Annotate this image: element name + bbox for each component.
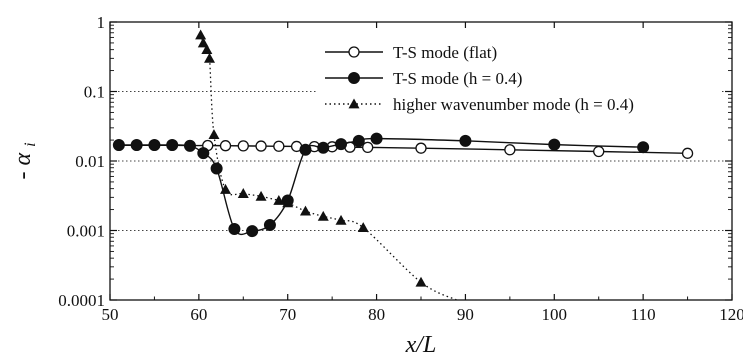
ticks	[109, 21, 733, 301]
y-tick-label-3: 0.1	[84, 83, 105, 102]
legend-marker-1	[348, 72, 360, 84]
series-1-point-13	[335, 138, 348, 151]
x-axis-label: x/L	[405, 332, 437, 358]
series-2-point-1	[197, 37, 209, 48]
tick-labels: 50 60 70 80 90 100 110 120 0.0001 0.001 0.01 0.1 1	[58, 13, 743, 324]
y-axis-label-symbol: α	[10, 153, 36, 166]
y-axis-label-subscript: i	[22, 142, 39, 146]
series-1-point-9	[263, 218, 276, 231]
y-tick-label-2: 0.01	[75, 152, 105, 171]
series-2-point-14	[415, 276, 427, 287]
series-2-point-6	[237, 188, 249, 198]
series-2-point-11	[317, 210, 329, 221]
series-layer	[112, 29, 694, 300]
series-1-point-2	[148, 138, 161, 151]
series-2-point-0	[195, 29, 207, 40]
series-0-point-8	[255, 140, 267, 152]
series-1-point-12	[317, 141, 330, 154]
series-2	[195, 29, 457, 300]
series-2-point-5	[220, 183, 232, 194]
series-2-point-13	[357, 222, 369, 233]
series-2-point-8	[273, 195, 285, 205]
legend-marker-2	[348, 98, 360, 109]
series-2-point-9	[282, 197, 294, 208]
series-0-point-9	[273, 140, 285, 152]
x-tick-label-3: 80	[368, 305, 385, 324]
series-1-point-18	[637, 141, 650, 154]
series-2-point-3	[204, 52, 216, 63]
y-axis-label-prefix: -	[10, 166, 36, 180]
series-1-point-16	[459, 134, 472, 147]
x-tick-label-0: 50	[102, 305, 119, 324]
series-0-point-16	[504, 144, 516, 156]
x-tick-label-4: 90	[457, 305, 474, 324]
series-2-point-10	[299, 205, 311, 216]
x-tick-label-1: 60	[190, 305, 207, 324]
legend: T-S mode (flat) T-S mode (h = 0.4) higher …	[318, 36, 722, 128]
legend-label-0: T-S mode (flat)	[393, 43, 497, 62]
legend-label-2: higher wavenumber mode (h = 0.4)	[393, 95, 634, 114]
series-1	[112, 132, 650, 238]
series-1-point-0	[112, 138, 125, 151]
x-tick-label-5: 100	[542, 305, 568, 324]
y-tick-label-1: 0.001	[67, 222, 105, 241]
series-1-point-11	[299, 143, 312, 156]
series-2-point-7	[255, 190, 267, 201]
x-tick-label-6: 110	[631, 305, 656, 324]
y-axis-label: - α i	[10, 142, 39, 179]
series-0-point-17	[593, 145, 605, 158]
y-tick-label-4: 1	[97, 13, 106, 32]
series-1-point-7	[228, 223, 241, 236]
series-1-point-4	[183, 139, 196, 152]
y-tick-label-0: 0.0001	[58, 291, 105, 310]
series-1-point-17	[548, 138, 561, 151]
x-tick-label-7: 120	[719, 305, 743, 324]
series-0-point-14	[362, 141, 374, 154]
series-1-point-3	[166, 138, 179, 151]
series-1-point-15	[370, 132, 383, 145]
series-1-point-6	[210, 162, 223, 175]
legend-background	[318, 36, 722, 128]
series-2-point-12	[335, 214, 347, 225]
series-1-point-1	[130, 138, 143, 151]
legend-marker-0	[348, 46, 360, 58]
legend-items: T-S mode (flat) T-S mode (h = 0.4) higher …	[325, 43, 634, 114]
series-2-point-4	[208, 129, 220, 139]
series-0-point-7	[237, 140, 249, 152]
series-0-point-15	[415, 142, 427, 154]
legend-label-1: T-S mode (h = 0.4)	[393, 69, 522, 88]
series-0-point-18	[681, 147, 694, 159]
series-1-point-8	[246, 225, 259, 238]
series-0-point-6	[219, 140, 232, 152]
series-1-point-14	[352, 134, 365, 147]
series-2-point-2	[201, 44, 213, 55]
x-tick-label-2: 70	[279, 305, 296, 324]
series-1-point-5	[197, 147, 210, 160]
